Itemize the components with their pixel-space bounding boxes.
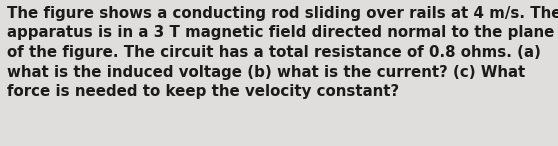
Text: The figure shows a conducting rod sliding over rails at 4 m/s. The
apparatus is : The figure shows a conducting rod slidin…	[7, 6, 558, 99]
